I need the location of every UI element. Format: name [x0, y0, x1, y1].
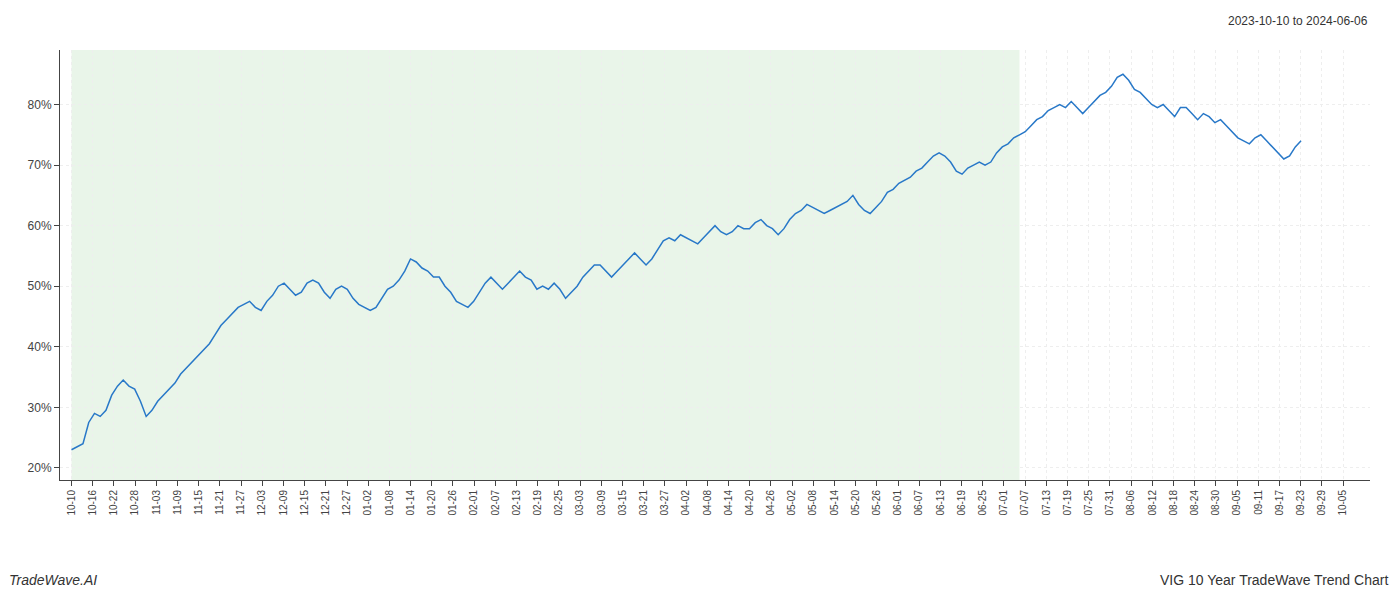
svg-text:11-27: 11-27	[235, 490, 246, 515]
svg-text:02-01: 02-01	[468, 490, 479, 516]
svg-text:06-19: 06-19	[956, 490, 967, 516]
svg-text:03-15: 03-15	[617, 490, 628, 516]
svg-text:10-28: 10-28	[129, 490, 140, 516]
svg-text:03-09: 03-09	[596, 490, 607, 516]
svg-text:05-02: 05-02	[786, 490, 797, 516]
svg-text:02-07: 02-07	[490, 490, 501, 516]
svg-text:08-12: 08-12	[1147, 490, 1158, 516]
svg-text:10-05: 10-05	[1337, 490, 1348, 516]
svg-text:08-18: 08-18	[1168, 490, 1179, 516]
svg-text:70%: 70%	[28, 158, 52, 172]
svg-text:07-07: 07-07	[1019, 490, 1030, 516]
svg-text:03-21: 03-21	[638, 490, 649, 516]
svg-text:02-25: 02-25	[553, 490, 564, 516]
svg-text:60%: 60%	[28, 219, 52, 233]
svg-text:40%: 40%	[28, 340, 52, 354]
svg-text:2023-10-10 to 2024-06-06: 2023-10-10 to 2024-06-06	[1228, 14, 1368, 28]
svg-text:12-09: 12-09	[278, 490, 289, 516]
svg-text:10-22: 10-22	[108, 490, 119, 516]
svg-text:12-21: 12-21	[320, 490, 331, 516]
svg-text:04-02: 04-02	[680, 490, 691, 516]
svg-text:03-27: 03-27	[659, 490, 670, 516]
svg-text:06-07: 06-07	[913, 490, 924, 516]
svg-text:06-13: 06-13	[935, 490, 946, 516]
svg-text:11-09: 11-09	[172, 490, 183, 515]
svg-text:VIG 10 Year TradeWave Trend Ch: VIG 10 Year TradeWave Trend Chart	[1160, 572, 1388, 588]
svg-text:01-20: 01-20	[426, 490, 437, 516]
svg-text:07-31: 07-31	[1104, 490, 1115, 516]
svg-text:07-19: 07-19	[1062, 490, 1073, 516]
svg-text:09-29: 09-29	[1316, 490, 1327, 516]
svg-text:50%: 50%	[28, 279, 52, 293]
svg-text:01-08: 01-08	[384, 490, 395, 516]
svg-text:01-14: 01-14	[405, 490, 416, 516]
svg-text:05-26: 05-26	[871, 490, 882, 516]
svg-text:09-05: 09-05	[1231, 490, 1242, 516]
svg-text:04-14: 04-14	[723, 490, 734, 516]
svg-text:09-17: 09-17	[1274, 490, 1285, 516]
svg-text:09-11: 09-11	[1253, 490, 1264, 515]
svg-text:10-10: 10-10	[66, 490, 77, 516]
svg-text:11-21: 11-21	[214, 490, 225, 515]
svg-text:09-23: 09-23	[1295, 490, 1306, 516]
svg-text:04-20: 04-20	[744, 490, 755, 516]
svg-text:05-08: 05-08	[807, 490, 818, 516]
svg-text:12-03: 12-03	[256, 490, 267, 516]
svg-text:07-13: 07-13	[1041, 490, 1052, 516]
svg-text:05-20: 05-20	[850, 490, 861, 516]
svg-text:11-03: 11-03	[151, 490, 162, 515]
svg-text:08-24: 08-24	[1189, 490, 1200, 516]
svg-text:06-01: 06-01	[892, 490, 903, 516]
svg-text:07-25: 07-25	[1083, 490, 1094, 516]
svg-text:08-30: 08-30	[1210, 490, 1221, 516]
svg-text:12-27: 12-27	[341, 490, 352, 516]
svg-text:07-01: 07-01	[998, 490, 1009, 516]
svg-text:05-14: 05-14	[829, 490, 840, 516]
svg-text:08-06: 08-06	[1125, 490, 1136, 516]
svg-text:03-03: 03-03	[574, 490, 585, 516]
svg-text:04-08: 04-08	[702, 490, 713, 516]
svg-text:01-26: 01-26	[447, 490, 458, 516]
svg-text:TradeWave.AI: TradeWave.AI	[9, 572, 97, 588]
svg-text:30%: 30%	[28, 401, 52, 415]
svg-text:80%: 80%	[28, 98, 52, 112]
svg-text:02-13: 02-13	[511, 490, 522, 516]
svg-text:02-19: 02-19	[532, 490, 543, 516]
svg-text:11-15: 11-15	[193, 490, 204, 515]
svg-text:04-26: 04-26	[765, 490, 776, 516]
svg-text:12-15: 12-15	[299, 490, 310, 516]
svg-text:20%: 20%	[28, 461, 52, 475]
svg-text:06-25: 06-25	[977, 490, 988, 516]
svg-text:10-16: 10-16	[87, 490, 98, 516]
svg-text:01-02: 01-02	[362, 490, 373, 516]
